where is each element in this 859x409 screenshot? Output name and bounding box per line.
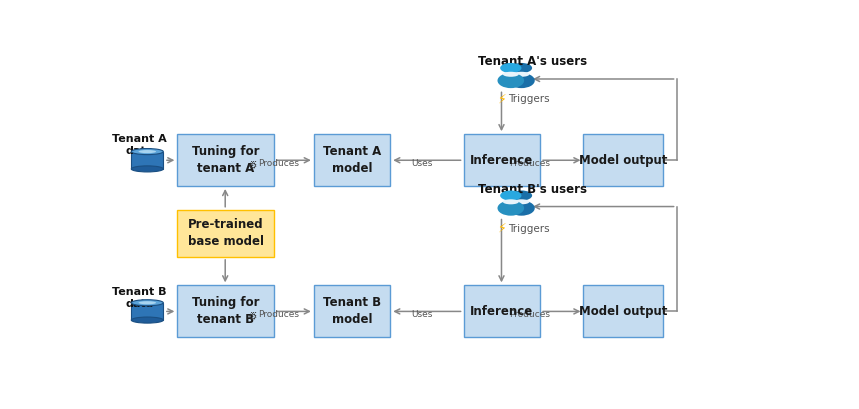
Text: ⚡: ⚡ <box>498 93 507 106</box>
Text: Produces: Produces <box>259 159 299 168</box>
Text: Tuning for
tenant A: Tuning for tenant A <box>192 145 259 175</box>
Text: Tenant B's users: Tenant B's users <box>478 183 587 196</box>
Ellipse shape <box>509 73 535 88</box>
FancyBboxPatch shape <box>177 285 274 337</box>
FancyBboxPatch shape <box>464 134 540 186</box>
FancyBboxPatch shape <box>131 152 163 169</box>
Ellipse shape <box>497 200 524 216</box>
Text: Tenant A
data: Tenant A data <box>112 134 167 156</box>
Ellipse shape <box>138 150 156 153</box>
Circle shape <box>500 63 521 73</box>
Text: Triggers: Triggers <box>509 224 550 234</box>
Text: Tenant B
model: Tenant B model <box>323 296 381 326</box>
Text: Tenant A's users: Tenant A's users <box>478 55 587 68</box>
Text: Produces: Produces <box>259 310 299 319</box>
Text: ⚡: ⚡ <box>498 222 507 235</box>
Ellipse shape <box>131 317 163 323</box>
Text: Produces: Produces <box>509 159 551 168</box>
Text: Triggers: Triggers <box>509 94 550 104</box>
Text: Inference: Inference <box>470 305 533 318</box>
Ellipse shape <box>509 200 535 216</box>
Ellipse shape <box>514 72 529 77</box>
Text: Model output: Model output <box>579 154 667 166</box>
FancyBboxPatch shape <box>583 285 663 337</box>
Ellipse shape <box>503 199 519 204</box>
Ellipse shape <box>131 166 163 172</box>
Text: Pre-trained
base model: Pre-trained base model <box>187 218 264 248</box>
Circle shape <box>500 191 521 200</box>
Text: Tenant A
model: Tenant A model <box>323 145 381 175</box>
Text: ⚙⃛: ⚙⃛ <box>248 161 257 171</box>
Ellipse shape <box>131 148 163 155</box>
Text: Produces: Produces <box>509 310 551 319</box>
FancyBboxPatch shape <box>177 134 274 186</box>
FancyBboxPatch shape <box>131 303 163 320</box>
Ellipse shape <box>497 73 524 88</box>
Text: Uses: Uses <box>411 310 433 319</box>
Circle shape <box>511 63 532 73</box>
Ellipse shape <box>138 301 156 304</box>
Ellipse shape <box>514 199 529 204</box>
Ellipse shape <box>131 300 163 306</box>
Text: Inference: Inference <box>470 154 533 166</box>
Text: ⚙⃛: ⚙⃛ <box>248 312 257 322</box>
FancyBboxPatch shape <box>177 210 274 257</box>
Text: Uses: Uses <box>411 159 433 168</box>
FancyBboxPatch shape <box>314 285 390 337</box>
Text: Tenant B
data: Tenant B data <box>112 287 167 309</box>
Text: Model output: Model output <box>579 305 667 318</box>
Ellipse shape <box>503 72 519 77</box>
Text: Tuning for
tenant B: Tuning for tenant B <box>192 296 259 326</box>
FancyBboxPatch shape <box>314 134 390 186</box>
FancyBboxPatch shape <box>464 285 540 337</box>
FancyBboxPatch shape <box>583 134 663 186</box>
Circle shape <box>511 191 532 200</box>
